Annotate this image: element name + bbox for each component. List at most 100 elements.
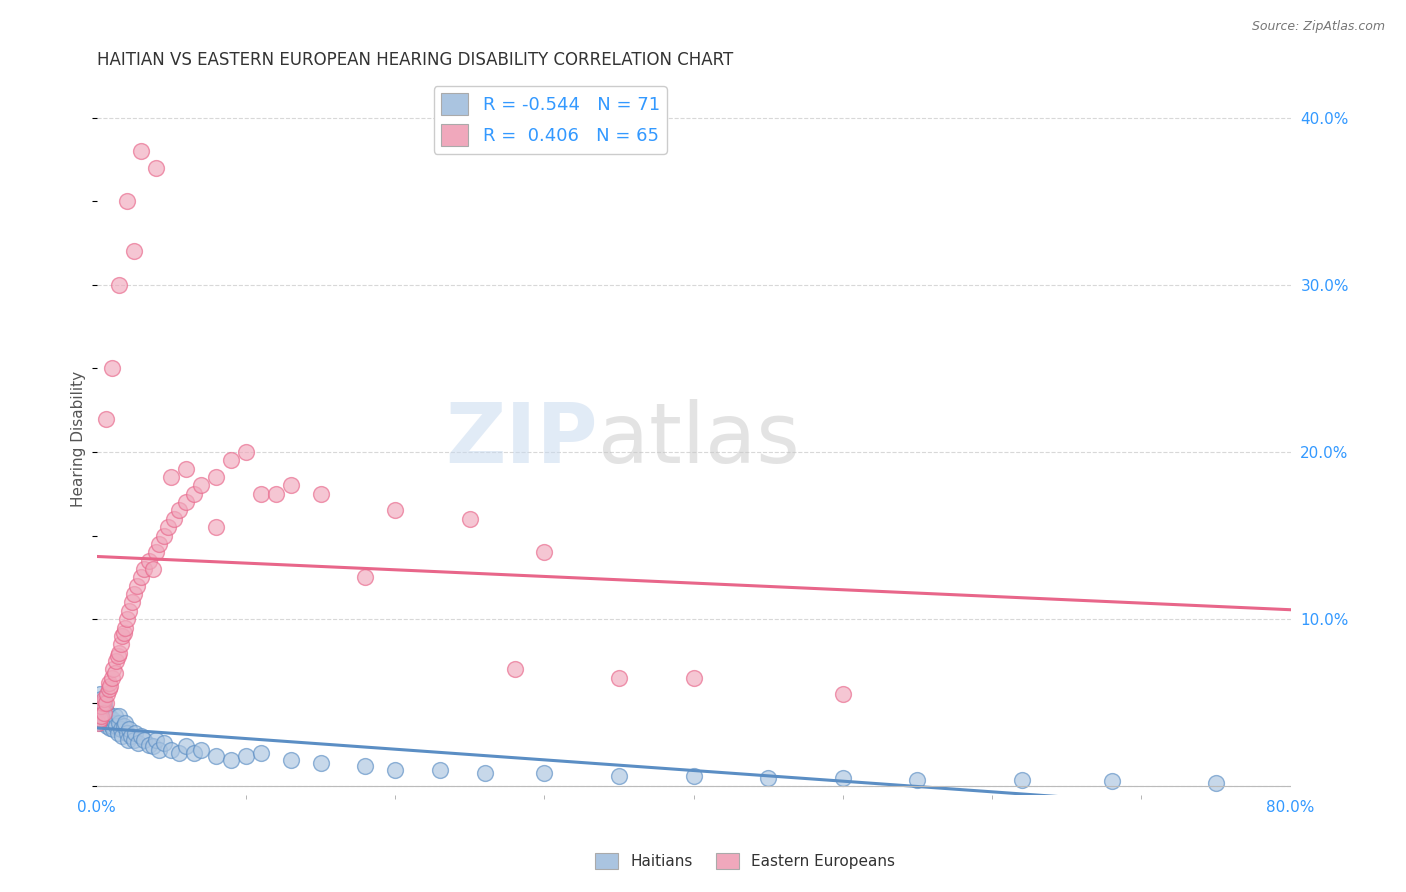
Point xyxy=(134,562,156,576)
Point xyxy=(142,562,165,576)
Point xyxy=(98,721,121,735)
Point xyxy=(148,742,170,756)
Point xyxy=(94,411,117,425)
Point xyxy=(89,713,111,727)
Point xyxy=(756,771,779,785)
Point xyxy=(89,715,111,730)
Point xyxy=(101,723,124,737)
Text: HAITIAN VS EASTERN EUROPEAN HEARING DISABILITY CORRELATION CHART: HAITIAN VS EASTERN EUROPEAN HEARING DISA… xyxy=(97,51,733,69)
Point xyxy=(429,763,451,777)
Point xyxy=(97,682,120,697)
Point xyxy=(115,194,138,209)
Point xyxy=(219,453,242,467)
Point xyxy=(205,470,228,484)
Point xyxy=(131,729,153,743)
Point xyxy=(103,715,125,730)
Point xyxy=(100,719,122,733)
Point xyxy=(115,612,138,626)
Point xyxy=(94,696,117,710)
Point xyxy=(105,719,128,733)
Point xyxy=(503,662,526,676)
Point xyxy=(93,706,115,720)
Point xyxy=(163,512,186,526)
Point xyxy=(153,528,176,542)
Text: ZIP: ZIP xyxy=(446,399,598,480)
Point xyxy=(103,709,125,723)
Point xyxy=(309,756,332,770)
Point xyxy=(458,512,481,526)
Point xyxy=(90,699,112,714)
Point xyxy=(111,629,134,643)
Point xyxy=(219,753,242,767)
Point xyxy=(145,545,167,559)
Point xyxy=(138,738,160,752)
Point xyxy=(90,709,112,723)
Point xyxy=(96,719,118,733)
Point xyxy=(91,702,114,716)
Point xyxy=(190,742,212,756)
Point xyxy=(831,771,853,785)
Point xyxy=(607,671,630,685)
Point xyxy=(93,709,115,723)
Point xyxy=(354,759,377,773)
Point xyxy=(384,503,406,517)
Point xyxy=(145,161,167,175)
Point xyxy=(533,766,555,780)
Point xyxy=(122,732,145,747)
Point xyxy=(167,503,190,517)
Point xyxy=(87,713,110,727)
Point xyxy=(96,706,118,720)
Point xyxy=(112,625,135,640)
Point xyxy=(134,732,156,747)
Legend: Haitians, Eastern Europeans: Haitians, Eastern Europeans xyxy=(589,847,901,875)
Point xyxy=(110,637,132,651)
Point xyxy=(100,361,122,376)
Point xyxy=(121,595,143,609)
Point xyxy=(145,732,167,747)
Point xyxy=(174,461,197,475)
Point xyxy=(90,692,112,706)
Point xyxy=(111,729,134,743)
Point xyxy=(157,520,180,534)
Point xyxy=(96,687,118,701)
Point xyxy=(122,587,145,601)
Point xyxy=(107,726,129,740)
Point xyxy=(174,739,197,754)
Point xyxy=(174,495,197,509)
Point xyxy=(235,445,257,459)
Point xyxy=(105,654,128,668)
Point xyxy=(100,713,122,727)
Point xyxy=(118,723,141,737)
Point xyxy=(264,487,287,501)
Point xyxy=(97,709,120,723)
Point xyxy=(190,478,212,492)
Point xyxy=(90,699,112,714)
Point xyxy=(118,604,141,618)
Point xyxy=(93,696,115,710)
Point xyxy=(98,713,121,727)
Point xyxy=(1205,776,1227,790)
Point xyxy=(108,277,131,292)
Point xyxy=(124,726,146,740)
Point xyxy=(115,726,138,740)
Point xyxy=(108,715,131,730)
Point xyxy=(205,520,228,534)
Point xyxy=(474,766,496,780)
Point xyxy=(114,715,136,730)
Point xyxy=(94,713,117,727)
Point xyxy=(907,772,929,787)
Y-axis label: Hearing Disability: Hearing Disability xyxy=(72,371,86,508)
Point xyxy=(93,692,115,706)
Point xyxy=(384,763,406,777)
Point xyxy=(354,570,377,584)
Point xyxy=(160,742,183,756)
Point xyxy=(97,675,120,690)
Point xyxy=(87,696,110,710)
Point xyxy=(309,487,332,501)
Point xyxy=(110,723,132,737)
Point xyxy=(1011,772,1033,787)
Point xyxy=(131,570,153,584)
Point xyxy=(114,620,136,634)
Point xyxy=(280,753,302,767)
Point xyxy=(91,706,114,720)
